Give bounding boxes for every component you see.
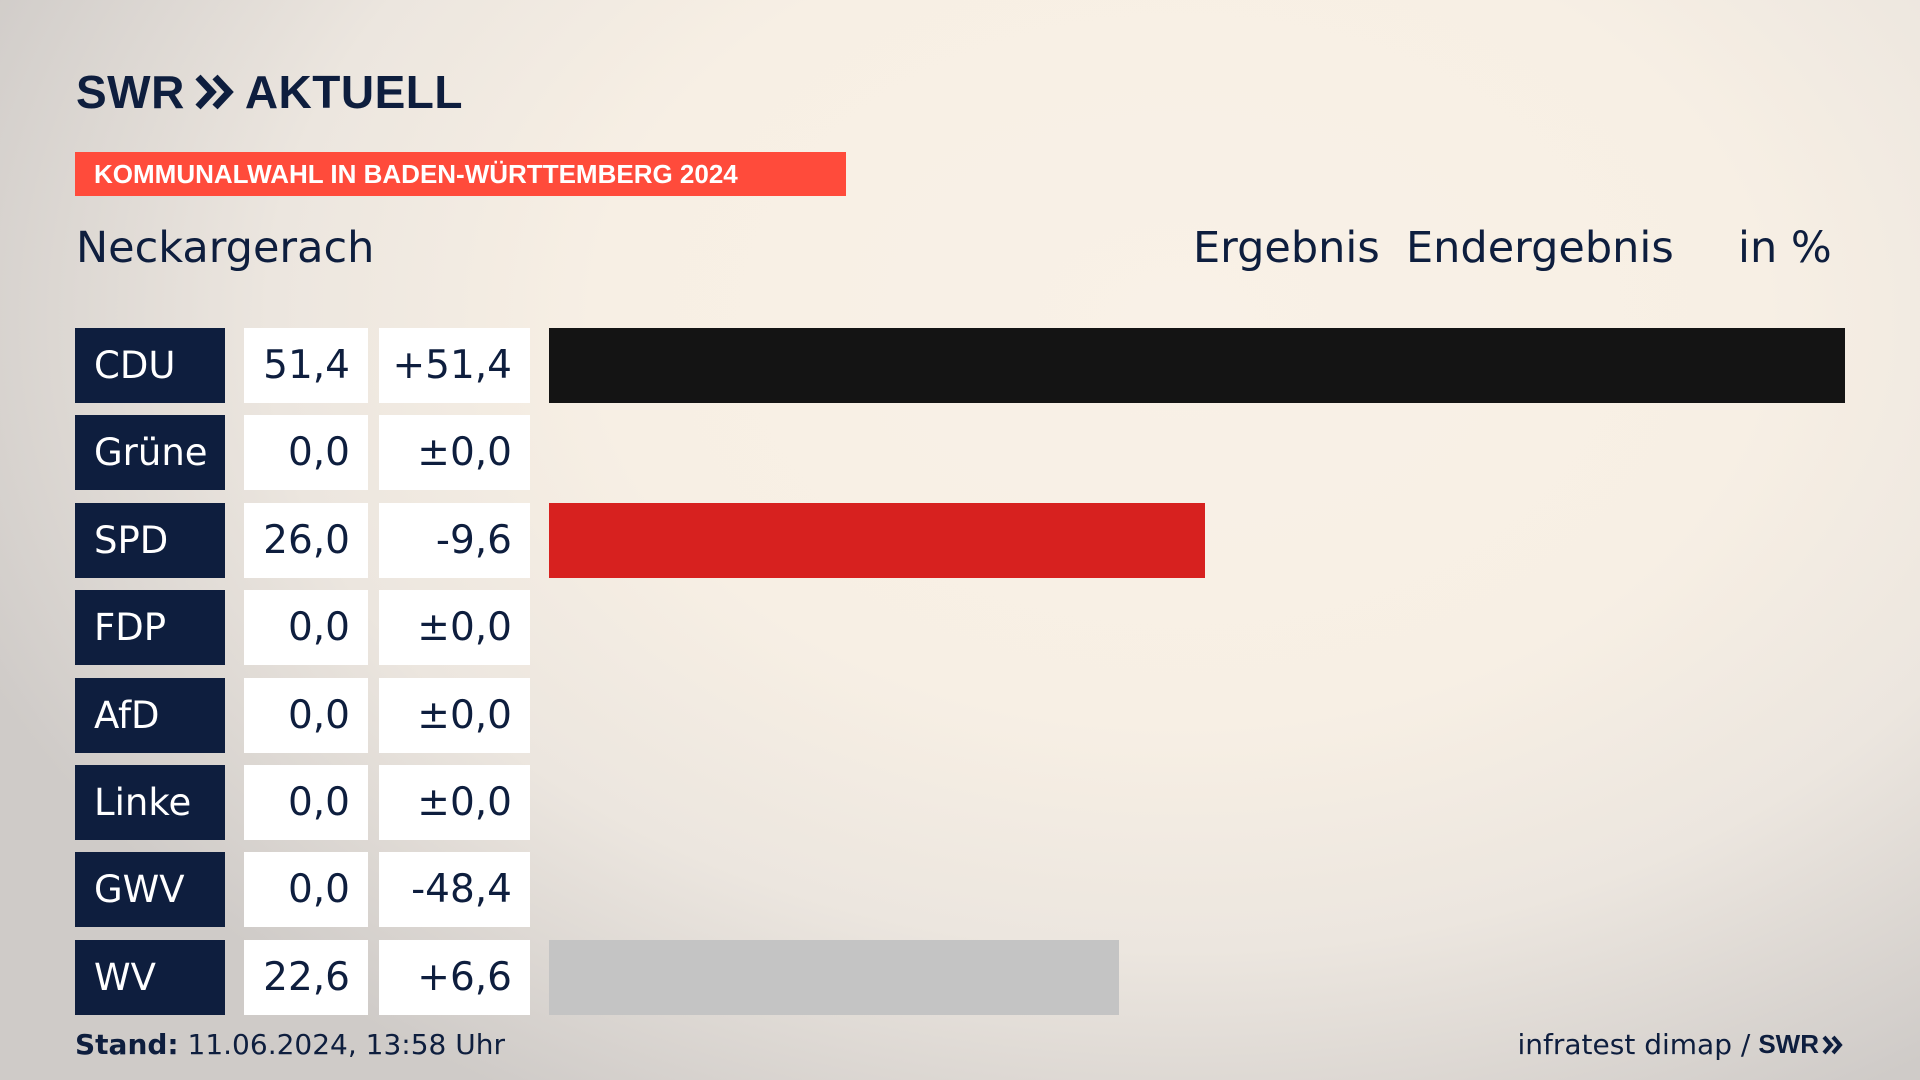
party-label: SPD [75,502,225,578]
change-value: ±0,0 [379,765,530,840]
change-value: ±0,0 [379,415,530,491]
result-value: 22,6 [244,939,368,1015]
election-banner: KOMMUNALWAHL IN BADEN-WÜRTTEMBERG 2024 [75,152,846,196]
logo-section: AKTUELL [244,66,463,118]
result-value: 0,0 [244,590,368,666]
logo-brand: SWR [76,66,185,118]
result-value: 0,0 [244,415,368,491]
status-label: Endergebnis [1406,223,1674,273]
source-brand: SWR [1758,1029,1819,1059]
party-label: Linke [75,765,225,840]
change-value: -48,4 [379,852,530,928]
result-bar [549,328,1845,403]
timestamp: Stand: 11.06.2024, 13:58 Uhr [75,1028,505,1061]
change-value: -9,6 [379,502,530,578]
party-label: GWV [75,852,225,928]
double-chevron-icon [195,74,234,110]
change-value: ±0,0 [379,590,530,666]
change-value: +51,4 [379,328,530,403]
change-value: +6,6 [379,939,530,1015]
result-bar [549,502,1205,578]
stand-label: Stand: [75,1028,179,1061]
party-label: Grüne [75,415,225,491]
party-label: AfD [75,677,225,753]
result-value: 0,0 [244,852,368,928]
result-value: 26,0 [244,502,368,578]
change-value: ±0,0 [379,677,530,753]
location-title: Neckargerach [76,223,375,273]
result-value: 0,0 [244,677,368,753]
result-value: 0,0 [244,765,368,840]
source-text: infratest dimap / [1517,1028,1751,1061]
result-value: 51,4 [244,328,368,403]
swr-small-logo: SWR [1758,1029,1844,1060]
party-label: FDP [75,590,225,666]
source-credit: infratest dimap / SWR [1518,1028,1845,1061]
result-column-label: Ergebnis [1193,223,1380,273]
result-bar [549,939,1119,1015]
stand-value: 11.06.2024, 13:58 Uhr [187,1028,505,1061]
party-label: WV [75,939,225,1015]
party-label: CDU [75,328,225,403]
swr-aktuell-logo: SWR AKTUELL [76,66,463,118]
double-chevron-small-icon [1822,1035,1843,1054]
unit-label: in % [1738,223,1832,273]
